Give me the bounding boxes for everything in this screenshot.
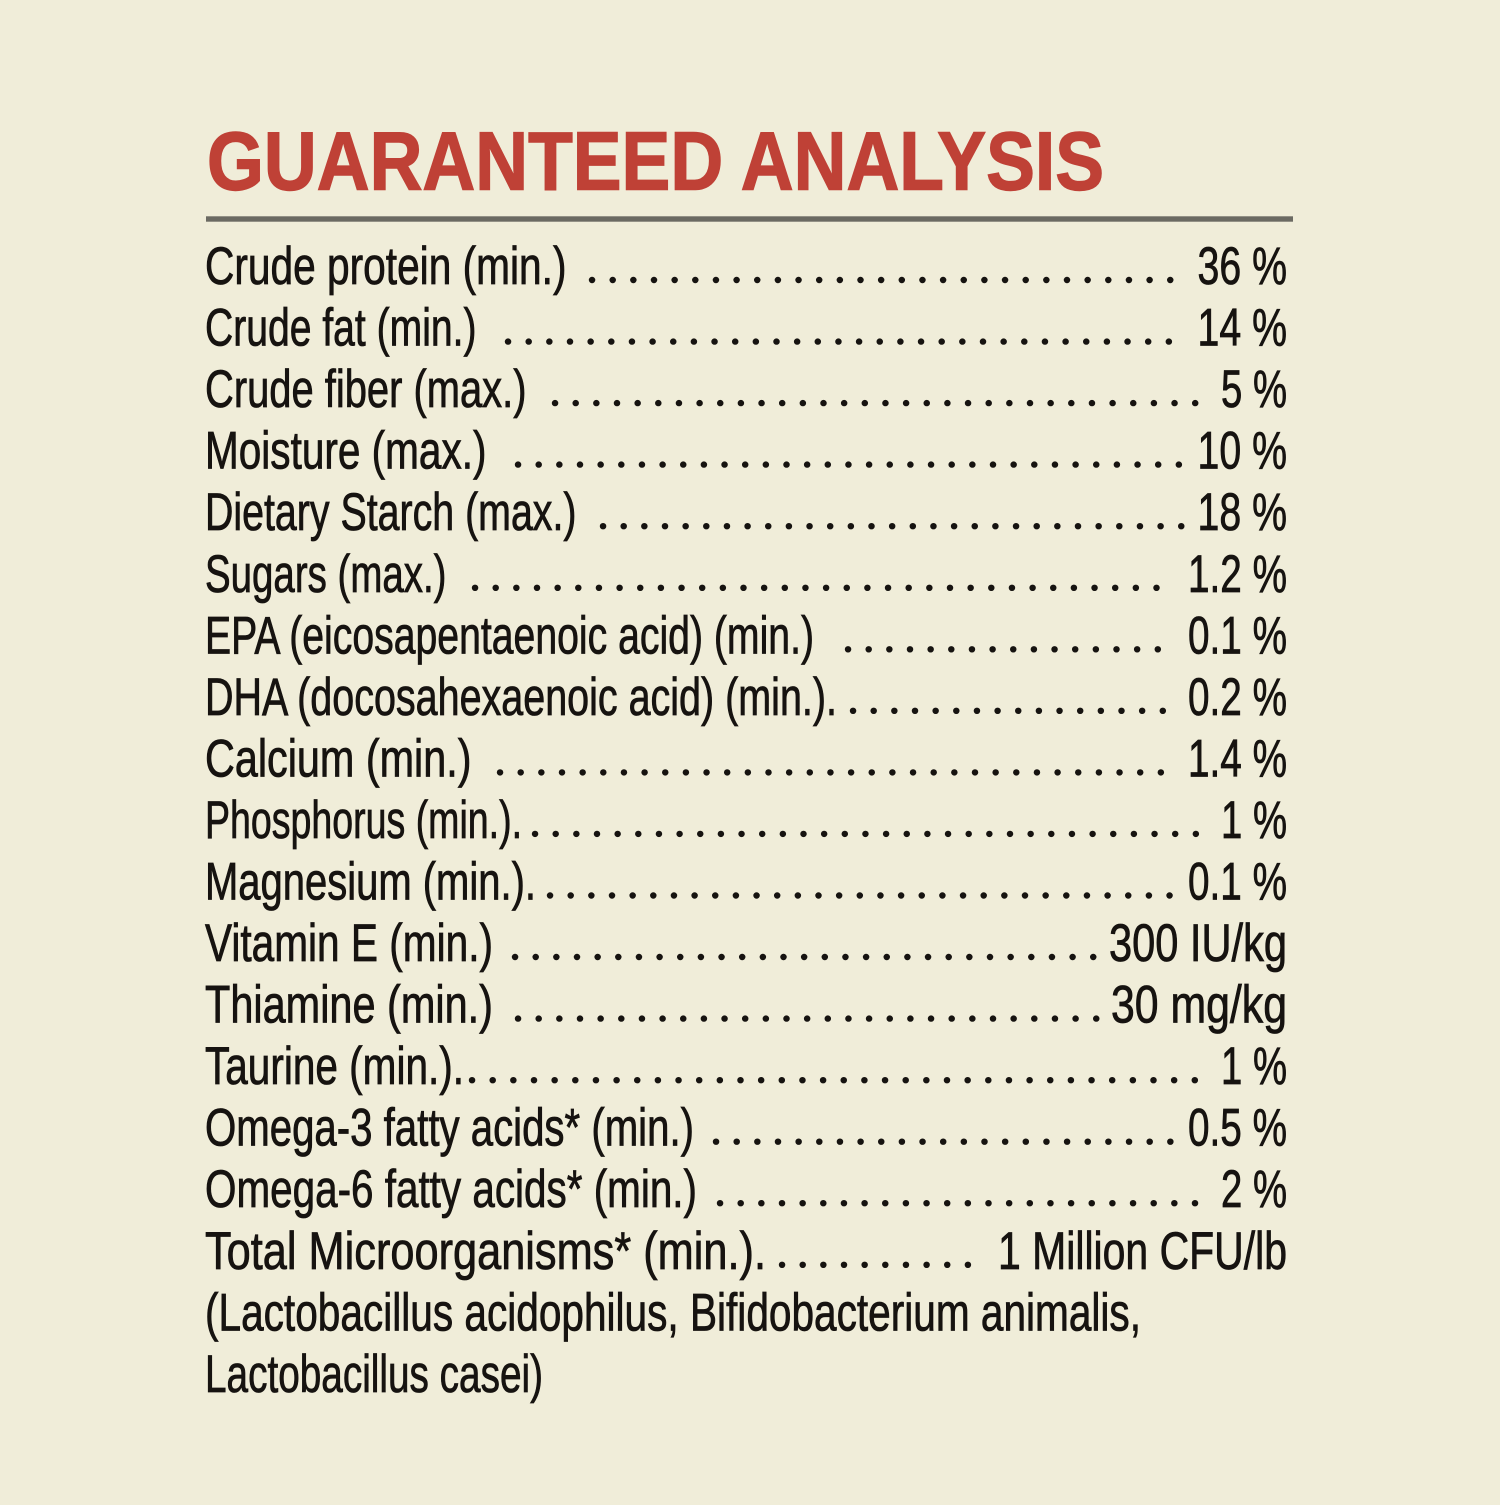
svg-text:Crude protein (min.): Crude protein (min.) [205,237,567,296]
svg-text:36 %: 36 % [1198,237,1288,296]
svg-text:0.5 %: 0.5 % [1188,1099,1287,1158]
svg-text:0.2 %: 0.2 % [1188,668,1287,727]
svg-text:Thiamine (min.): Thiamine (min.) [205,976,493,1035]
svg-text:Moisture (max.): Moisture (max.) [205,422,487,481]
svg-text:1 %: 1 % [1221,1037,1287,1096]
svg-text:Omega-6 fatty acids* (min.): Omega-6 fatty acids* (min.) [205,1160,697,1219]
svg-text:18 %: 18 % [1198,483,1288,542]
svg-text:Taurine (min.).: Taurine (min.). [205,1037,464,1096]
svg-text:Dietary Starch (max.): Dietary Starch (max.) [205,483,577,542]
svg-text:Crude fat (min.): Crude fat (min.) [205,299,477,358]
svg-text:2 %: 2 % [1221,1160,1287,1219]
svg-text:30 mg/kg: 30 mg/kg [1111,976,1287,1035]
svg-text:Sugars (max.): Sugars (max.) [205,545,447,604]
svg-text:GUARANTEED ANALYSIS: GUARANTEED ANALYSIS [207,115,1104,208]
svg-text:1 %: 1 % [1221,791,1287,850]
svg-text:5 %: 5 % [1221,360,1287,419]
svg-text:Magnesium (min.).: Magnesium (min.). [205,853,536,912]
svg-text:14 %: 14 % [1198,299,1288,358]
svg-text:Crude fiber (max.): Crude fiber (max.) [205,360,527,419]
svg-text:10 %: 10 % [1198,422,1288,481]
svg-text:Total Microorganisms* (min.).: Total Microorganisms* (min.). [205,1222,766,1281]
svg-text:Vitamin E (min.): Vitamin E (min.) [205,914,493,973]
svg-text:EPA (eicosapentaenoic acid) (m: EPA (eicosapentaenoic acid) (min.) [205,606,814,665]
svg-text:Lactobacillus casei): Lactobacillus casei) [205,1345,543,1404]
svg-text:Phosphorus (min.).: Phosphorus (min.). [205,791,522,850]
svg-text:1 Million CFU/lb: 1 Million CFU/lb [998,1222,1287,1281]
svg-text:0.1 %: 0.1 % [1188,853,1287,912]
svg-text:1.2 %: 1.2 % [1188,545,1287,604]
svg-text:Omega-3 fatty acids* (min.): Omega-3 fatty acids* (min.) [205,1099,694,1158]
svg-text:DHA (docosahexaenoic acid) (mi: DHA (docosahexaenoic acid) (min.). [205,668,837,727]
svg-text:1.4 %: 1.4 % [1188,729,1287,788]
svg-text:(Lactobacillus acidophilus, Bi: (Lactobacillus acidophilus, Bifidobacter… [205,1283,1141,1342]
svg-text:0.1 %: 0.1 % [1188,606,1287,665]
svg-text:Calcium (min.): Calcium (min.) [205,729,472,788]
svg-text:300 IU/kg: 300 IU/kg [1109,914,1287,973]
